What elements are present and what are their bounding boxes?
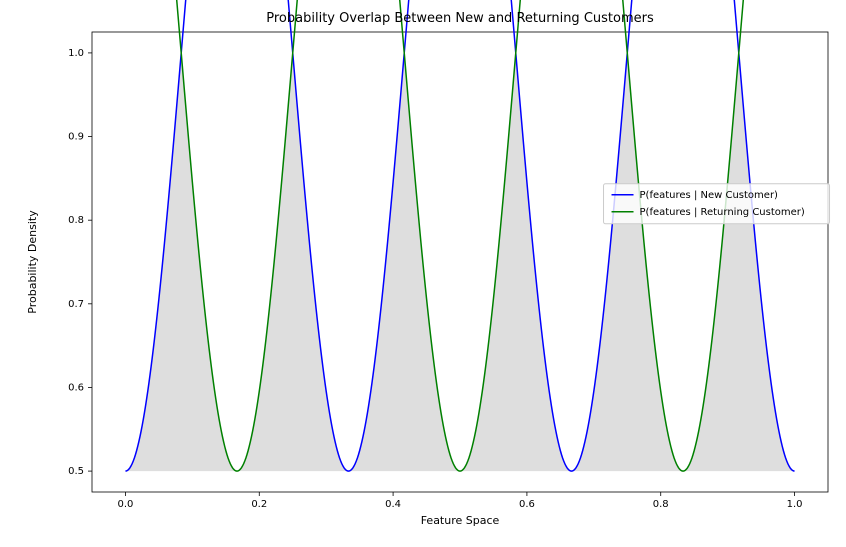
x-tick-label: 0.2	[251, 499, 267, 510]
x-axis-label: Feature Space	[421, 514, 500, 527]
legend-label: P(features | New Customer)	[640, 190, 779, 201]
y-tick-label: 0.9	[68, 132, 84, 143]
x-tick-label: 0.8	[653, 499, 669, 510]
y-tick-label: 0.8	[68, 215, 84, 226]
chart-title: Probability Overlap Between New and Retu…	[266, 11, 654, 26]
x-tick-label: 0.6	[519, 499, 535, 510]
figure: 0.0 0.2 0.4 0.6 0.8 1.0 0.5 0.6 0.7 0.8 0.9 1.0 Pr…	[0, 0, 846, 547]
x-tick-label: 0.0	[118, 499, 134, 510]
y-tick-label: 0.6	[68, 382, 84, 393]
legend: P(features | New Customer) P(features | R…	[604, 184, 830, 224]
y-tick-label: 0.7	[68, 299, 84, 310]
legend-label: P(features | Returning Customer)	[640, 207, 805, 218]
x-tick-label: 1.0	[787, 499, 803, 510]
y-tick-label: 0.5	[68, 466, 84, 477]
y-axis-label: Probability Density	[26, 210, 39, 314]
y-tick-label: 1.0	[68, 48, 84, 59]
x-tick-label: 0.4	[385, 499, 401, 510]
